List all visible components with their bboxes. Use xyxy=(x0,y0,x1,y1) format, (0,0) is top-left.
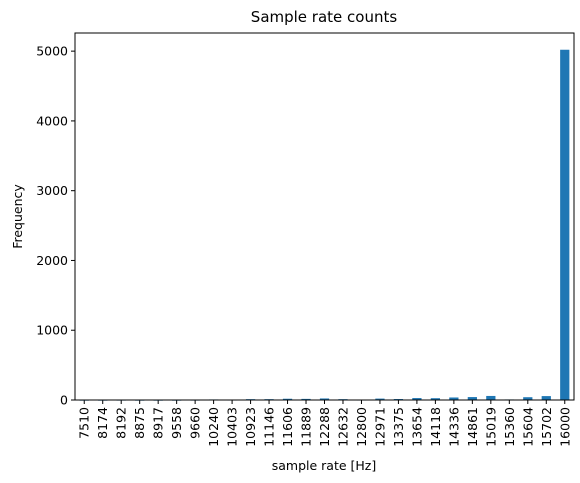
x-tick-label: 11146 xyxy=(262,407,277,447)
x-axis-label: sample rate [Hz] xyxy=(272,458,377,473)
y-tick-label: 0 xyxy=(60,393,68,408)
x-tick-label: 12288 xyxy=(317,407,332,447)
bar-14118 xyxy=(430,398,441,400)
bars xyxy=(79,49,570,401)
bar-15604 xyxy=(523,397,533,400)
bar-12971 xyxy=(375,398,385,400)
bar-13654 xyxy=(412,398,422,400)
x-tick-label: 8875 xyxy=(132,407,147,439)
x-tick-label: 12632 xyxy=(335,407,350,447)
bar-12288 xyxy=(319,398,330,400)
x-tick-label: 8174 xyxy=(95,407,110,439)
x-tick-label: 12971 xyxy=(372,407,387,447)
y-tick-label: 2000 xyxy=(36,253,68,268)
plot-frame xyxy=(74,32,575,401)
x-tick-label: 10240 xyxy=(206,407,221,447)
x-tick-label: 9660 xyxy=(188,407,203,439)
x-tick-label: 11606 xyxy=(280,407,295,447)
bar-14336 xyxy=(449,397,459,400)
y-tick-label: 3000 xyxy=(36,183,68,198)
bar-15702 xyxy=(541,396,551,400)
x-tick-label: 16000 xyxy=(557,407,572,447)
y-axis: 0 1000 2000 3000 4000 5000 xyxy=(36,44,75,408)
x-tick-label: 14336 xyxy=(446,407,461,447)
bar-14861 xyxy=(467,397,477,400)
y-tick-label: 1000 xyxy=(36,323,68,338)
x-tick-label: 8192 xyxy=(114,407,129,439)
bar-11889 xyxy=(301,398,311,400)
x-axis: 7510 8174 8192 8875 8917 9558 9660 10240 10403 10… xyxy=(77,400,572,447)
y-tick-label: 5000 xyxy=(36,44,68,59)
chart-title: Sample rate counts xyxy=(251,8,398,26)
y-axis-label: Frequency xyxy=(10,184,25,249)
x-tick-label: 15604 xyxy=(520,407,535,447)
x-tick-label: 10403 xyxy=(225,407,240,447)
x-tick-label: 11889 xyxy=(299,407,314,447)
bar-15019 xyxy=(486,395,496,400)
x-tick-label: 15019 xyxy=(483,407,498,447)
x-tick-label: 12800 xyxy=(354,407,369,447)
x-tick-label: 15360 xyxy=(502,407,517,447)
x-tick-label: 13654 xyxy=(409,407,424,447)
bar-16000 xyxy=(560,49,570,401)
x-tick-label: 8917 xyxy=(151,407,166,439)
x-tick-label: 14861 xyxy=(465,407,480,447)
x-tick-label: 13375 xyxy=(391,407,406,447)
x-tick-label: 10923 xyxy=(243,407,258,447)
y-tick-label: 4000 xyxy=(36,113,68,128)
bar-11606 xyxy=(282,398,293,400)
x-tick-label: 15702 xyxy=(539,407,554,447)
x-tick-label: 14118 xyxy=(428,407,443,447)
x-tick-label: 9558 xyxy=(169,407,184,439)
x-tick-label: 7510 xyxy=(77,407,92,439)
